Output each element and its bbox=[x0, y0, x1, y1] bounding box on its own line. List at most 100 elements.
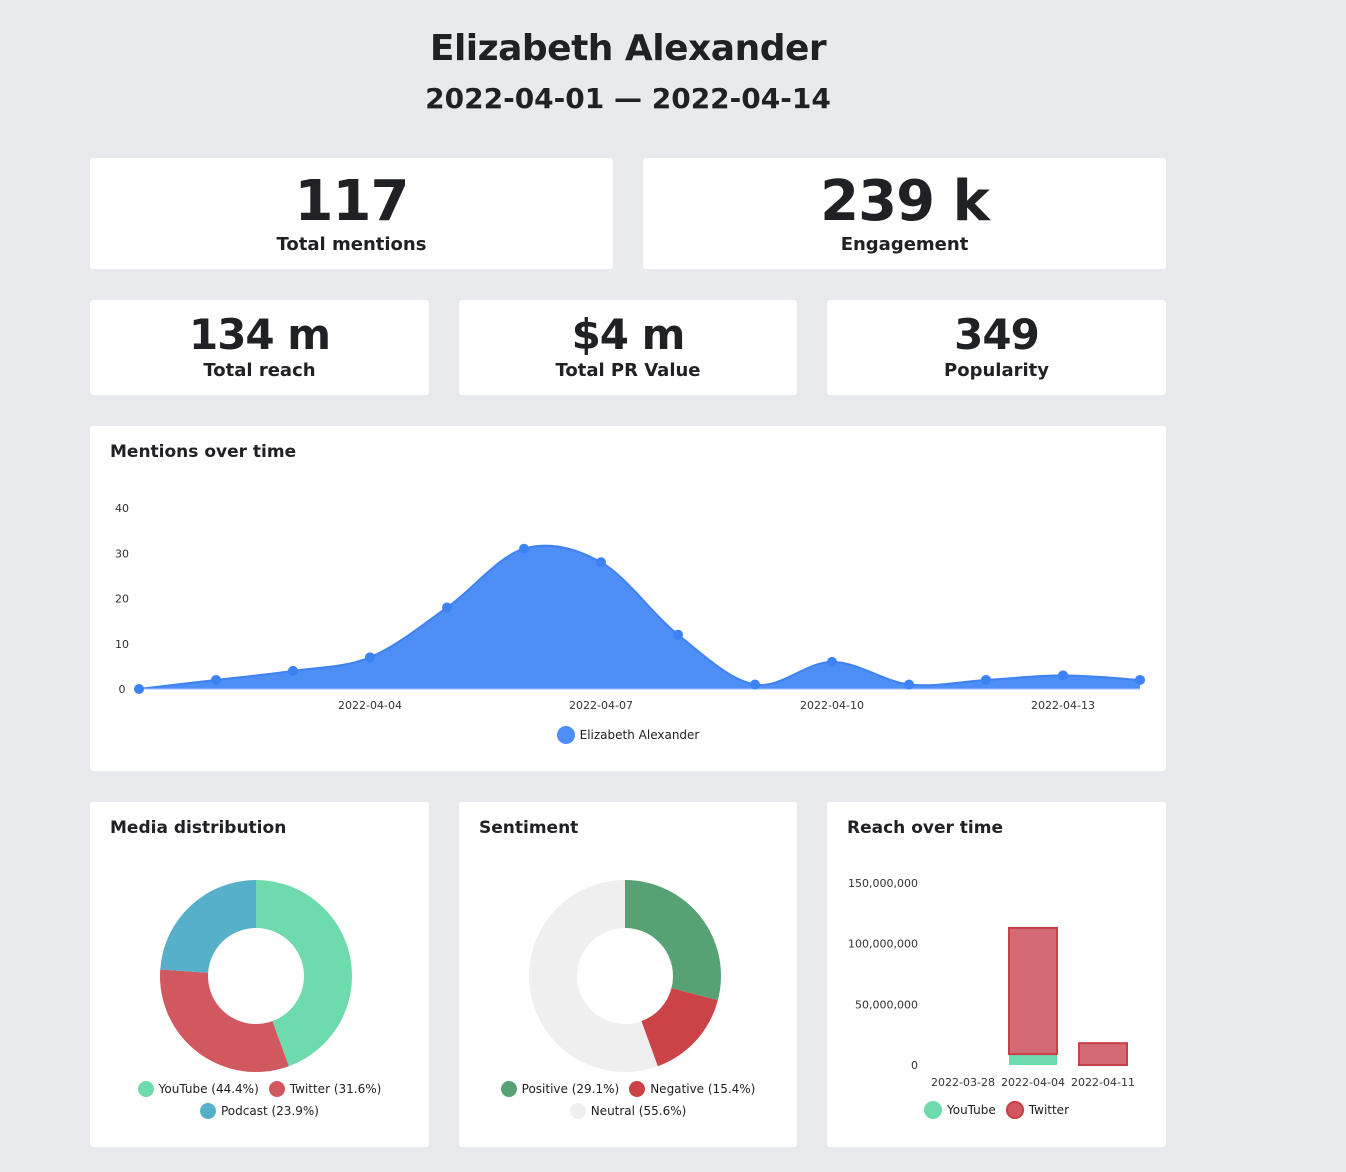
mentions-point bbox=[750, 679, 760, 690]
y-tick-label: 150,000,000 bbox=[848, 877, 918, 890]
y-tick-label: 30 bbox=[115, 547, 129, 560]
legend-label: YouTube (44.4%) bbox=[158, 1082, 259, 1096]
mentions-point bbox=[981, 674, 991, 685]
legend-item-neutral[interactable]: Neutral (55.6%) bbox=[569, 1103, 687, 1119]
donut-slice-twitter bbox=[160, 969, 289, 1072]
legend-swatch bbox=[923, 1101, 942, 1119]
legend-swatch bbox=[1005, 1101, 1024, 1119]
kpi-value: 349 bbox=[954, 310, 1040, 359]
mentions-point bbox=[211, 674, 221, 685]
legend-swatch bbox=[137, 1081, 154, 1097]
y-tick-label: 0 bbox=[911, 1059, 918, 1072]
legend-swatch bbox=[556, 726, 575, 744]
mentions-point bbox=[519, 543, 529, 554]
legend-label: Positive (29.1%) bbox=[521, 1082, 620, 1096]
legend-item-negative[interactable]: Negative (15.4%) bbox=[629, 1081, 755, 1097]
sentiment-card: Sentiment Positive (29.1%) Negative (15.… bbox=[459, 802, 797, 1147]
x-tick-label: 2022-04-10 bbox=[800, 699, 864, 712]
mentions-over-time-card: Mentions over time 0 10 20 30 40 2022-04-04 20… bbox=[90, 426, 1166, 771]
y-tick-label: 40 bbox=[115, 502, 129, 515]
kpi-popularity: 349 Popularity bbox=[827, 300, 1166, 395]
mentions-point bbox=[827, 656, 837, 667]
x-tick-label: 2022-04-11 bbox=[1071, 1076, 1135, 1089]
x-tick-label: 2022-04-13 bbox=[1031, 699, 1095, 712]
legend-label: Elizabeth Alexander bbox=[579, 728, 700, 742]
media-legend: YouTube (44.4%) Twitter (31.6%) Podcast … bbox=[90, 1081, 429, 1125]
card-title: Media distribution bbox=[110, 818, 287, 838]
kpi-label: Total PR Value bbox=[555, 360, 701, 381]
mentions-point bbox=[134, 684, 144, 694]
legend-swatch bbox=[569, 1103, 586, 1119]
mentions-chart: 0 10 20 30 40 2022-04-04 2022-04-07 2022-04-10 2… bbox=[115, 502, 1145, 712]
legend-label: Negative (15.4%) bbox=[650, 1082, 756, 1096]
y-tick-label: 10 bbox=[115, 638, 129, 651]
card-title: Reach over time bbox=[847, 818, 1003, 838]
legend-item-youtube[interactable]: YouTube bbox=[923, 1101, 996, 1119]
legend-item-twitter[interactable]: Twitter (31.6%) bbox=[268, 1081, 382, 1097]
bar-twitter bbox=[1078, 1042, 1128, 1067]
kpi-label: Popularity bbox=[944, 360, 1049, 381]
media-distribution-card: Media distribution YouTube (44.4%) Twitt… bbox=[90, 802, 429, 1147]
legend-swatch bbox=[629, 1081, 646, 1097]
legend-item-positive[interactable]: Positive (29.1%) bbox=[500, 1081, 620, 1097]
mentions-point bbox=[596, 557, 606, 568]
kpi-value: 134 m bbox=[188, 310, 331, 359]
kpi-total-reach: 134 m Total reach bbox=[90, 300, 429, 395]
mentions-point bbox=[1058, 670, 1068, 681]
report-date-range: 2022-04-01 — 2022-04-14 bbox=[425, 82, 831, 115]
report-header: Elizabeth Alexander 2022-04-01 — 2022-04… bbox=[0, 24, 1256, 124]
mentions-legend: Elizabeth Alexander bbox=[90, 726, 1166, 750]
legend-item-twitter[interactable]: Twitter bbox=[1005, 1101, 1069, 1119]
kpi-engagement: 239 k Engagement bbox=[643, 158, 1166, 269]
media-donut-chart bbox=[160, 880, 353, 1072]
kpi-value: 239 k bbox=[820, 169, 990, 234]
mentions-point bbox=[288, 665, 298, 676]
donut-slice-neutral bbox=[529, 880, 658, 1072]
mentions-point bbox=[904, 679, 914, 690]
kpi-label: Engagement bbox=[840, 234, 969, 255]
donut-slice-negative bbox=[641, 988, 718, 1067]
legend-label: Twitter bbox=[1028, 1103, 1069, 1117]
mentions-point bbox=[673, 629, 683, 640]
mentions-point bbox=[365, 652, 375, 663]
report-title: Elizabeth Alexander bbox=[429, 28, 827, 69]
legend-item-podcast[interactable]: Podcast (23.9%) bbox=[200, 1103, 319, 1119]
x-tick-label: 2022-04-07 bbox=[569, 699, 633, 712]
legend-label: Neutral (55.6%) bbox=[590, 1104, 687, 1118]
card-title: Mentions over time bbox=[110, 442, 297, 462]
bar-youtube bbox=[1009, 1054, 1057, 1065]
legend-swatch bbox=[500, 1081, 517, 1097]
x-tick-label: 2022-04-04 bbox=[1001, 1076, 1065, 1089]
mentions-line bbox=[138, 544, 1141, 690]
mentions-area bbox=[139, 545, 1140, 689]
donut-slice-podcast bbox=[160, 880, 256, 973]
y-tick-label: 0 bbox=[119, 683, 126, 696]
kpi-label: Total reach bbox=[203, 360, 316, 381]
x-tick-label: 2022-03-28 bbox=[931, 1076, 995, 1089]
mentions-point bbox=[442, 602, 452, 613]
donut-slice-youtube bbox=[256, 880, 353, 1067]
legend-item-youtube[interactable]: YouTube (44.4%) bbox=[137, 1081, 259, 1097]
reach-legend: YouTube Twitter bbox=[827, 1101, 1166, 1125]
kpi-value: 117 bbox=[294, 169, 410, 234]
kpi-total-pr-value: $4 m Total PR Value bbox=[459, 300, 797, 395]
x-tick-label: 2022-04-04 bbox=[338, 699, 402, 712]
y-tick-label: 50,000,000 bbox=[855, 998, 918, 1011]
card-title: Sentiment bbox=[479, 818, 579, 838]
sentiment-donut-chart bbox=[529, 880, 721, 1072]
y-tick-label: 20 bbox=[115, 593, 129, 606]
legend-label: YouTube bbox=[946, 1103, 996, 1117]
bar-twitter bbox=[1008, 926, 1058, 1056]
mentions-point bbox=[1135, 674, 1145, 685]
sentiment-legend: Positive (29.1%) Negative (15.4%) Neutra… bbox=[459, 1081, 797, 1125]
donut-slice-positive bbox=[625, 880, 721, 1001]
y-tick-label: 100,000,000 bbox=[848, 938, 918, 951]
reach-over-time-card: Reach over time 0 50,000,000 100,000,000 15… bbox=[827, 802, 1166, 1147]
legend-label: Podcast (23.9%) bbox=[221, 1104, 319, 1118]
legend-swatch bbox=[268, 1081, 285, 1097]
legend-item[interactable]: Elizabeth Alexander bbox=[556, 726, 700, 744]
legend-label: Twitter (31.6%) bbox=[289, 1082, 382, 1096]
legend-swatch bbox=[200, 1103, 216, 1119]
kpi-label: Total mentions bbox=[276, 234, 427, 255]
kpi-value: $4 m bbox=[571, 310, 686, 359]
